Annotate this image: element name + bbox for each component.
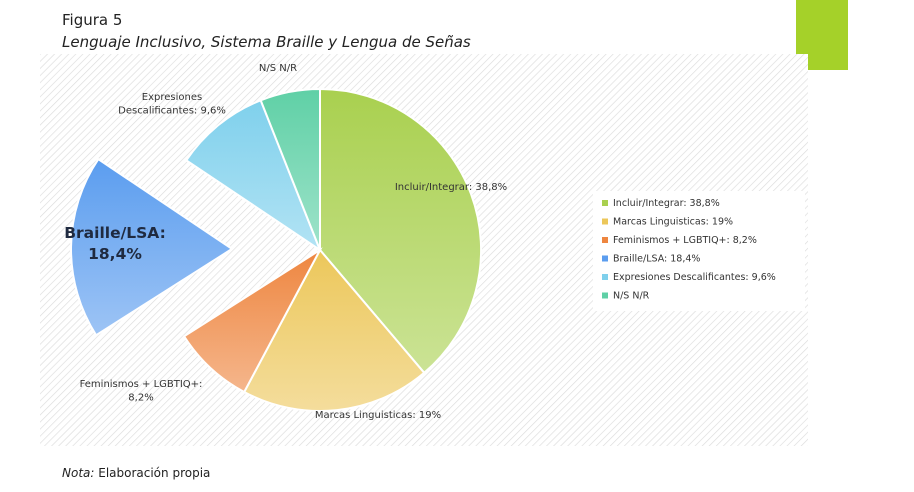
data-label-feminismos-lgbtiq-line1: Feminismos + LGBTIQ+: [80, 379, 203, 390]
legend-swatch-incluir-integrar [602, 200, 608, 206]
pie-slice-marcas-linguisticas [242, 248, 426, 412]
pie-chart: Incluir/Integrar: 38,8% Marcas Linguistic… [40, 54, 808, 446]
legend-swatch-braille-lsa [602, 255, 608, 262]
data-label-braille-lsa-line1: Braille/LSA: [64, 224, 166, 242]
legend-item-marcas-linguisticas: Marcas Linguisticas: 19% [613, 217, 733, 228]
data-label-feminismos-lgbtiq-line2: 8,2% [128, 393, 153, 404]
legend-item-feminismos-lgbtiq: Feminismos + LGBTIQ+: 8,2% [613, 235, 757, 246]
data-label-expresiones-descalificantes-line2: Descalificantes: 9,6% [118, 106, 226, 117]
figure-number: Figura 5 [62, 11, 123, 29]
figure-title: Lenguaje Inclusivo, Sistema Braille y Le… [62, 33, 471, 51]
pie-slice-feminismos-lgbtiq [182, 247, 323, 394]
legend-swatch-n-s-n-r [602, 292, 608, 299]
note-prefix: Nota: [62, 466, 95, 480]
data-label-expresiones-descalificantes-line1: Expresiones [142, 92, 202, 103]
data-label-incluir-integrar: Incluir/Integrar: 38,8% [395, 182, 507, 193]
data-label-n-s-n-r: N/S N/R [259, 63, 297, 74]
note-text: Elaboración propia [94, 466, 211, 480]
pie-slice-expresiones-descalificantes [184, 99, 323, 253]
legend-swatch-marcas-linguisticas [602, 218, 608, 225]
legend-item-braille-lsa: Braille/LSA: 18,4% [613, 254, 700, 265]
pie-slice-incluir-integrar [319, 87, 483, 375]
pie-slice-braille-lsa [70, 157, 234, 337]
pie-slice-n-s-n-r [259, 87, 321, 251]
legend-box [593, 191, 805, 311]
legend-swatch-feminismos-lgbtiq [602, 237, 608, 243]
legend-swatch-expresiones-descalificantes [602, 274, 608, 280]
legend-item-expresiones-descalificantes: Expresiones Descalificantes: 9,6% [613, 272, 776, 283]
legend-item-incluir-integrar: Incluir/Integrar: 38,8% [613, 198, 720, 209]
data-label-braille-lsa-line2: 18,4% [88, 245, 142, 263]
figure-note: Nota: Elaboración propia [62, 466, 210, 480]
chart-area: Incluir/Integrar: 38,8% Marcas Linguistic… [40, 54, 808, 446]
legend-item-n-s-n-r: N/S N/R [613, 291, 650, 302]
data-label-marcas-linguisticas: Marcas Linguisticas: 19% [315, 410, 441, 421]
